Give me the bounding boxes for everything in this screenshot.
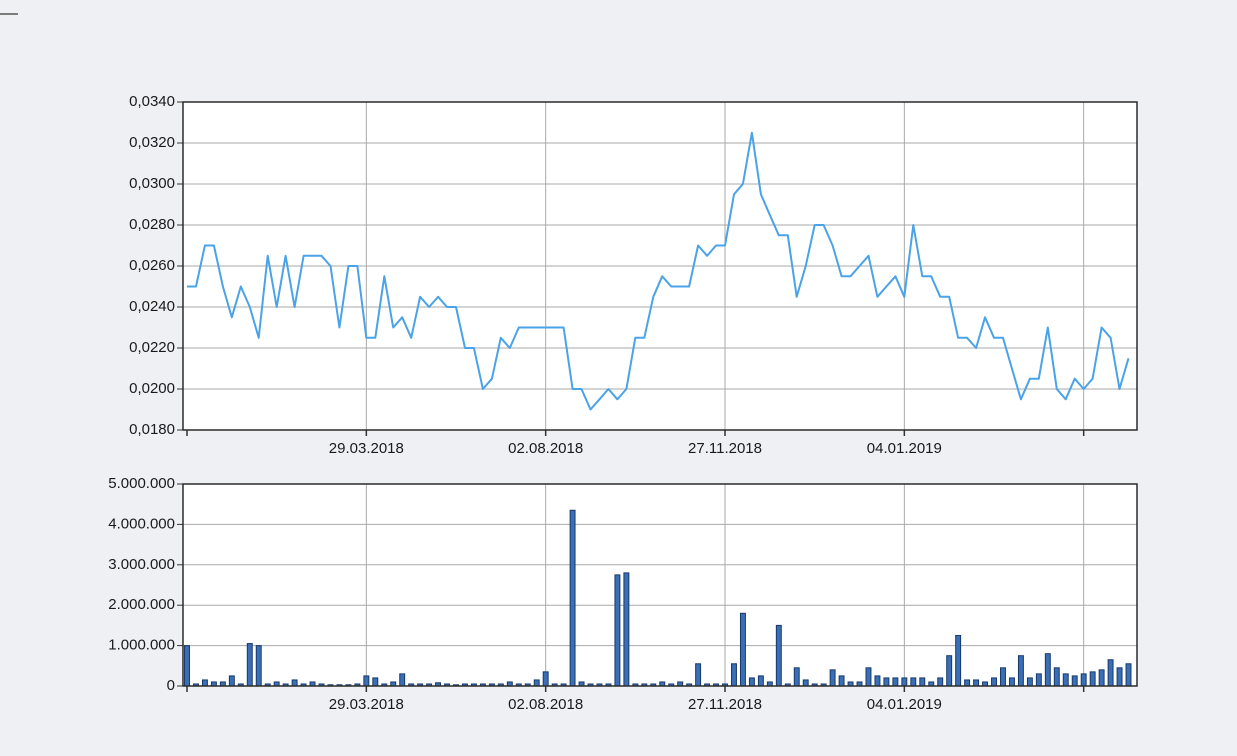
y-tick-label: 3.000.000 [108,556,175,573]
volume-bar [991,677,997,687]
volume-bar [291,679,298,687]
volume-bar [757,675,764,687]
x-tick-label: 27.11.2018 [688,696,762,713]
volume-bar [1053,667,1060,687]
volume-bar [793,667,800,687]
y-tick-label: 0 [167,677,175,694]
x-tick-label: 27.11.2018 [688,440,762,457]
y-tick-label: 0,0260 [129,257,175,274]
volume-bar [1017,655,1024,687]
volume-bar [874,675,881,687]
volume-bar [228,675,235,687]
volume-bar [1071,675,1078,687]
y-tick-label: 4.000.000 [108,515,175,532]
volume-bar [1000,667,1006,687]
volume-bar [731,663,737,687]
volume-bar [748,677,755,687]
x-tick-label: 04.01.2019 [867,696,942,713]
volume-bar [1125,663,1132,687]
volume-bar [1062,673,1069,687]
volume-bar [892,677,899,687]
y-tick-label: 0,0300 [129,175,175,192]
volume-bar [838,675,845,687]
y-tick-label: 0,0200 [129,380,175,397]
volume-bar [255,645,262,687]
y-tick-label: 0,0340 [129,93,175,110]
x-tick-label: 04.01.2019 [867,440,942,457]
volume-bar [1107,659,1114,687]
plot-area [183,484,1137,686]
x-tick-label: 02.08.2018 [508,696,583,713]
plot-border [182,101,1138,431]
y-tick-label: 2.000.000 [108,596,175,613]
volume-bar [829,669,836,687]
volume-bar [184,645,190,687]
volume-bar [623,572,630,687]
volume-bar [919,677,926,687]
volume-bar [1116,667,1123,687]
volume-bar [937,677,944,687]
x-tick-label: 02.08.2018 [508,440,583,457]
volume-bar [1008,677,1015,687]
volume-bar [901,677,908,687]
volume-bar [542,671,549,687]
volume-bar [201,679,208,687]
volume-bar [695,663,702,687]
volume-bar [964,679,971,687]
volume-bar [1098,669,1105,687]
volume-bar [910,677,917,687]
volume-bar [775,624,782,687]
volume-bar [1044,653,1051,687]
volume-bar [372,677,379,687]
y-tick-label: 1.000.000 [108,637,175,654]
volume-bar [802,679,809,687]
volume-bar [739,612,746,687]
volume-bar [1026,677,1033,687]
x-tick-label: 29.03.2018 [329,696,404,713]
volume-bar [1035,673,1042,687]
x-tick-label: 29.03.2018 [329,440,404,457]
price-line [187,131,1130,411]
volume-bar [1089,671,1096,687]
volume-bar [865,667,872,687]
y-tick-label: 0,0180 [129,421,175,438]
volume-bar [955,635,962,687]
volume-bar [533,679,540,687]
volume-bar [946,655,953,687]
volume-bar [246,643,253,687]
plot-border [182,483,1138,687]
y-tick-label: 5.000.000 [108,475,175,492]
volume-bar [399,673,406,687]
volume-bar [614,574,621,687]
y-tick-label: 0,0220 [129,339,175,356]
y-tick-label: 0,0280 [129,216,175,233]
y-tick-label: 0,0240 [129,298,175,315]
volume-bar [883,677,890,687]
y-tick-label: 0,0320 [129,134,175,151]
volume-bar [1080,673,1087,687]
volume-bar [569,509,576,687]
volume-bar [973,679,980,687]
volume-bar [363,675,370,687]
